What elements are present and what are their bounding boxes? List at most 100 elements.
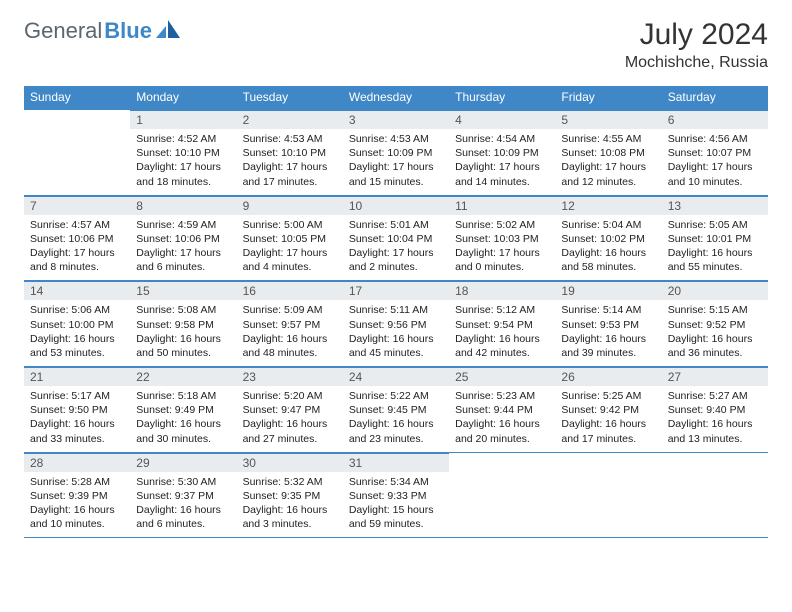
day-number: 1 (130, 110, 236, 129)
sunrise-line: Sunrise: 4:59 AM (136, 218, 230, 232)
sunrise-line: Sunrise: 4:53 AM (349, 132, 443, 146)
calendar-cell: 27Sunrise: 5:27 AMSunset: 9:40 PMDayligh… (662, 367, 768, 453)
calendar-row: 7Sunrise: 4:57 AMSunset: 10:06 PMDayligh… (24, 195, 768, 281)
day-body: Sunrise: 4:55 AMSunset: 10:08 PMDaylight… (555, 129, 661, 195)
col-friday: Friday (555, 86, 661, 109)
daylight-line: Daylight: 16 hours and 45 minutes. (349, 332, 443, 360)
day-number: 20 (662, 281, 768, 300)
day-number: 18 (449, 281, 555, 300)
daylight-line: Daylight: 17 hours and 17 minutes. (243, 160, 337, 188)
calendar-cell: 8Sunrise: 4:59 AMSunset: 10:06 PMDayligh… (130, 195, 236, 281)
calendar-cell: 10Sunrise: 5:01 AMSunset: 10:04 PMDaylig… (343, 195, 449, 281)
day-number: 26 (555, 367, 661, 386)
day-number: 8 (130, 196, 236, 215)
calendar-row: 28Sunrise: 5:28 AMSunset: 9:39 PMDayligh… (24, 452, 768, 538)
calendar-cell: 18Sunrise: 5:12 AMSunset: 9:54 PMDayligh… (449, 281, 555, 367)
sunrise-line: Sunrise: 5:15 AM (668, 303, 762, 317)
daylight-line: Daylight: 16 hours and 42 minutes. (455, 332, 549, 360)
sunset-line: Sunset: 10:08 PM (561, 146, 655, 160)
sunset-line: Sunset: 9:53 PM (561, 318, 655, 332)
sunset-line: Sunset: 9:42 PM (561, 403, 655, 417)
sunset-line: Sunset: 10:06 PM (30, 232, 124, 246)
sunrise-line: Sunrise: 4:57 AM (30, 218, 124, 232)
sunrise-line: Sunrise: 5:17 AM (30, 389, 124, 403)
calendar-cell: 31Sunrise: 5:34 AMSunset: 9:33 PMDayligh… (343, 452, 449, 538)
daylight-line: Daylight: 16 hours and 50 minutes. (136, 332, 230, 360)
day-body: Sunrise: 4:56 AMSunset: 10:07 PMDaylight… (662, 129, 768, 195)
header: GeneralBlue July 2024 Mochishche, Russia (24, 18, 768, 72)
day-body: Sunrise: 5:25 AMSunset: 9:42 PMDaylight:… (555, 386, 661, 452)
day-number: 4 (449, 110, 555, 129)
day-number: 21 (24, 367, 130, 386)
daylight-line: Daylight: 16 hours and 27 minutes. (243, 417, 337, 445)
day-body: Sunrise: 5:23 AMSunset: 9:44 PMDaylight:… (449, 386, 555, 452)
day-body: Sunrise: 5:01 AMSunset: 10:04 PMDaylight… (343, 215, 449, 281)
day-body: Sunrise: 5:22 AMSunset: 9:45 PMDaylight:… (343, 386, 449, 452)
calendar-cell: 1Sunrise: 4:52 AMSunset: 10:10 PMDayligh… (130, 109, 236, 195)
day-number: 28 (24, 453, 130, 472)
sunset-line: Sunset: 10:00 PM (30, 318, 124, 332)
calendar-cell: 15Sunrise: 5:08 AMSunset: 9:58 PMDayligh… (130, 281, 236, 367)
day-number: 16 (237, 281, 343, 300)
sunset-line: Sunset: 9:56 PM (349, 318, 443, 332)
day-body: Sunrise: 4:57 AMSunset: 10:06 PMDaylight… (24, 215, 130, 281)
calendar-cell: 19Sunrise: 5:14 AMSunset: 9:53 PMDayligh… (555, 281, 661, 367)
sunset-line: Sunset: 9:57 PM (243, 318, 337, 332)
sunset-line: Sunset: 9:39 PM (30, 489, 124, 503)
day-number: 12 (555, 196, 661, 215)
sunset-line: Sunset: 10:01 PM (668, 232, 762, 246)
col-monday: Monday (130, 86, 236, 109)
location: Mochishche, Russia (625, 54, 768, 72)
daylight-line: Daylight: 16 hours and 30 minutes. (136, 417, 230, 445)
daylight-line: Daylight: 17 hours and 6 minutes. (136, 246, 230, 274)
daylight-line: Daylight: 17 hours and 0 minutes. (455, 246, 549, 274)
day-number: 30 (237, 453, 343, 472)
daylight-line: Daylight: 17 hours and 8 minutes. (30, 246, 124, 274)
sunrise-line: Sunrise: 5:00 AM (243, 218, 337, 232)
daylight-line: Daylight: 17 hours and 14 minutes. (455, 160, 549, 188)
sunset-line: Sunset: 9:33 PM (349, 489, 443, 503)
sunset-line: Sunset: 9:58 PM (136, 318, 230, 332)
daylight-line: Daylight: 17 hours and 18 minutes. (136, 160, 230, 188)
daylight-line: Daylight: 16 hours and 48 minutes. (243, 332, 337, 360)
calendar-cell: .. (449, 452, 555, 538)
sunset-line: Sunset: 10:05 PM (243, 232, 337, 246)
sunrise-line: Sunrise: 5:32 AM (243, 475, 337, 489)
calendar-cell: 5Sunrise: 4:55 AMSunset: 10:08 PMDayligh… (555, 109, 661, 195)
sunrise-line: Sunrise: 5:06 AM (30, 303, 124, 317)
calendar-cell: .. (662, 452, 768, 538)
calendar-cell: 17Sunrise: 5:11 AMSunset: 9:56 PMDayligh… (343, 281, 449, 367)
col-sunday: Sunday (24, 86, 130, 109)
sunrise-line: Sunrise: 5:08 AM (136, 303, 230, 317)
calendar-cell: 14Sunrise: 5:06 AMSunset: 10:00 PMDaylig… (24, 281, 130, 367)
brand-part1: General (24, 18, 102, 44)
sunrise-line: Sunrise: 4:56 AM (668, 132, 762, 146)
day-number: 7 (24, 196, 130, 215)
brand-sail-icon (156, 20, 182, 43)
sunrise-line: Sunrise: 5:34 AM (349, 475, 443, 489)
sunset-line: Sunset: 10:04 PM (349, 232, 443, 246)
day-body: Sunrise: 4:59 AMSunset: 10:06 PMDaylight… (130, 215, 236, 281)
day-body: Sunrise: 5:34 AMSunset: 9:33 PMDaylight:… (343, 472, 449, 538)
day-body: Sunrise: 4:52 AMSunset: 10:10 PMDaylight… (130, 129, 236, 195)
calendar-cell: 3Sunrise: 4:53 AMSunset: 10:09 PMDayligh… (343, 109, 449, 195)
sunrise-line: Sunrise: 4:53 AM (243, 132, 337, 146)
daylight-line: Daylight: 17 hours and 10 minutes. (668, 160, 762, 188)
calendar-cell: 28Sunrise: 5:28 AMSunset: 9:39 PMDayligh… (24, 452, 130, 538)
calendar-cell: 13Sunrise: 5:05 AMSunset: 10:01 PMDaylig… (662, 195, 768, 281)
calendar-cell: 2Sunrise: 4:53 AMSunset: 10:10 PMDayligh… (237, 109, 343, 195)
sunrise-line: Sunrise: 5:28 AM (30, 475, 124, 489)
day-number: 29 (130, 453, 236, 472)
sunrise-line: Sunrise: 5:14 AM (561, 303, 655, 317)
calendar-cell: 20Sunrise: 5:15 AMSunset: 9:52 PMDayligh… (662, 281, 768, 367)
daylight-line: Daylight: 16 hours and 33 minutes. (30, 417, 124, 445)
sunset-line: Sunset: 10:02 PM (561, 232, 655, 246)
calendar-cell: 29Sunrise: 5:30 AMSunset: 9:37 PMDayligh… (130, 452, 236, 538)
sunset-line: Sunset: 10:06 PM (136, 232, 230, 246)
day-body: Sunrise: 5:30 AMSunset: 9:37 PMDaylight:… (130, 472, 236, 538)
sunrise-line: Sunrise: 5:23 AM (455, 389, 549, 403)
sunrise-line: Sunrise: 5:20 AM (243, 389, 337, 403)
day-body: Sunrise: 5:12 AMSunset: 9:54 PMDaylight:… (449, 300, 555, 366)
col-saturday: Saturday (662, 86, 768, 109)
calendar-cell: 11Sunrise: 5:02 AMSunset: 10:03 PMDaylig… (449, 195, 555, 281)
